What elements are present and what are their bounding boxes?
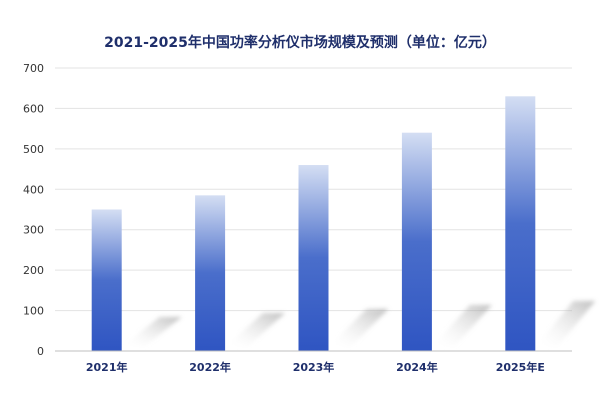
- bar: [298, 165, 329, 351]
- bar-shadow: [121, 317, 182, 347]
- y-axis-ticks: 0 100 200 300 400 500 600 700: [23, 62, 44, 358]
- bar-shadow: [225, 313, 286, 347]
- bars: [91, 96, 536, 351]
- x-tick-label: 2024年: [396, 360, 438, 374]
- bar: [91, 209, 122, 351]
- y-tick-label: 0: [37, 345, 44, 358]
- bar: [505, 96, 536, 351]
- bar-shadow: [431, 305, 492, 347]
- y-tick-label: 500: [23, 143, 44, 156]
- x-tick-label: 2021年: [86, 360, 128, 374]
- x-tick-label: 2022年: [189, 360, 231, 374]
- x-axis-ticks: 2021年 2022年 2023年 2024年 2025年E: [86, 360, 545, 374]
- bar-shadows: [121, 301, 596, 347]
- y-tick-label: 200: [23, 264, 44, 277]
- chart-title: 2021-2025年中国功率分析仪市场规模及预测（单位：亿元）: [104, 34, 496, 51]
- y-tick-label: 600: [23, 102, 44, 115]
- bar: [195, 195, 226, 351]
- x-tick-label: 2023年: [293, 360, 335, 374]
- y-tick-label: 300: [23, 224, 44, 237]
- bar-shadow: [328, 309, 389, 347]
- y-tick-label: 700: [23, 62, 44, 75]
- y-tick-label: 100: [23, 305, 44, 318]
- y-tick-label: 400: [23, 183, 44, 196]
- x-tick-label: 2025年E: [496, 360, 545, 374]
- bar: [401, 132, 432, 351]
- bar-shadow: [535, 301, 596, 347]
